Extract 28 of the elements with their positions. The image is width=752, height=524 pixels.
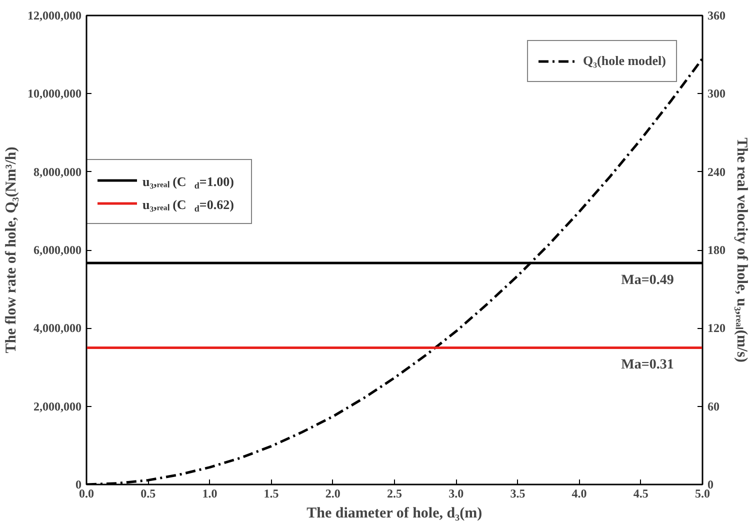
y-axis-title: The flow rate of hole, Q₃(Nm³/h) (4, 146, 20, 354)
x-tick-label: 1.0 (202, 486, 218, 500)
y2-tick-label: 0 (708, 478, 714, 492)
y-tick-label: 8,000,000 (34, 164, 82, 179)
x-tick-label: 4.0 (572, 486, 587, 500)
y-tick-label: 12,000,000 (28, 8, 82, 22)
x-tick-label: 0.5 (140, 486, 156, 500)
x-axis-title: The diameter of hole, d₃(m) (306, 506, 482, 522)
y2-tick-label: 180 (708, 243, 726, 257)
x-tick-label: 2.5 (387, 486, 402, 500)
y2-axis-title: The real velocity of hole, u₃,ᵣₑₐₗ(m/s) (734, 138, 750, 362)
y2-tick-label: 360 (708, 8, 726, 22)
y-tick-label: 4,000,000 (34, 321, 82, 336)
x-tick-label: 3.5 (510, 486, 526, 500)
y-tick-label: 10,000,000 (28, 86, 82, 101)
y-tick-label: 2,000,000 (34, 399, 82, 414)
annotation: Ma=0.49 (621, 273, 674, 288)
y2-tick-label: 300 (708, 86, 726, 101)
y2-tick-label: 240 (708, 164, 726, 179)
x-tick-label: 4.5 (633, 486, 648, 500)
y2-tick-label: 60 (708, 399, 720, 414)
x-tick-label: 1.5 (264, 486, 279, 500)
x-tick-label: 3.0 (448, 486, 464, 500)
y2-tick-label: 120 (708, 321, 726, 336)
annotation: Ma=0.31 (621, 358, 674, 373)
y-tick-label: 6,000,000 (34, 243, 82, 257)
legend-label: Q₃(hole model) (583, 53, 666, 69)
x-tick-label: 2.0 (325, 486, 340, 500)
